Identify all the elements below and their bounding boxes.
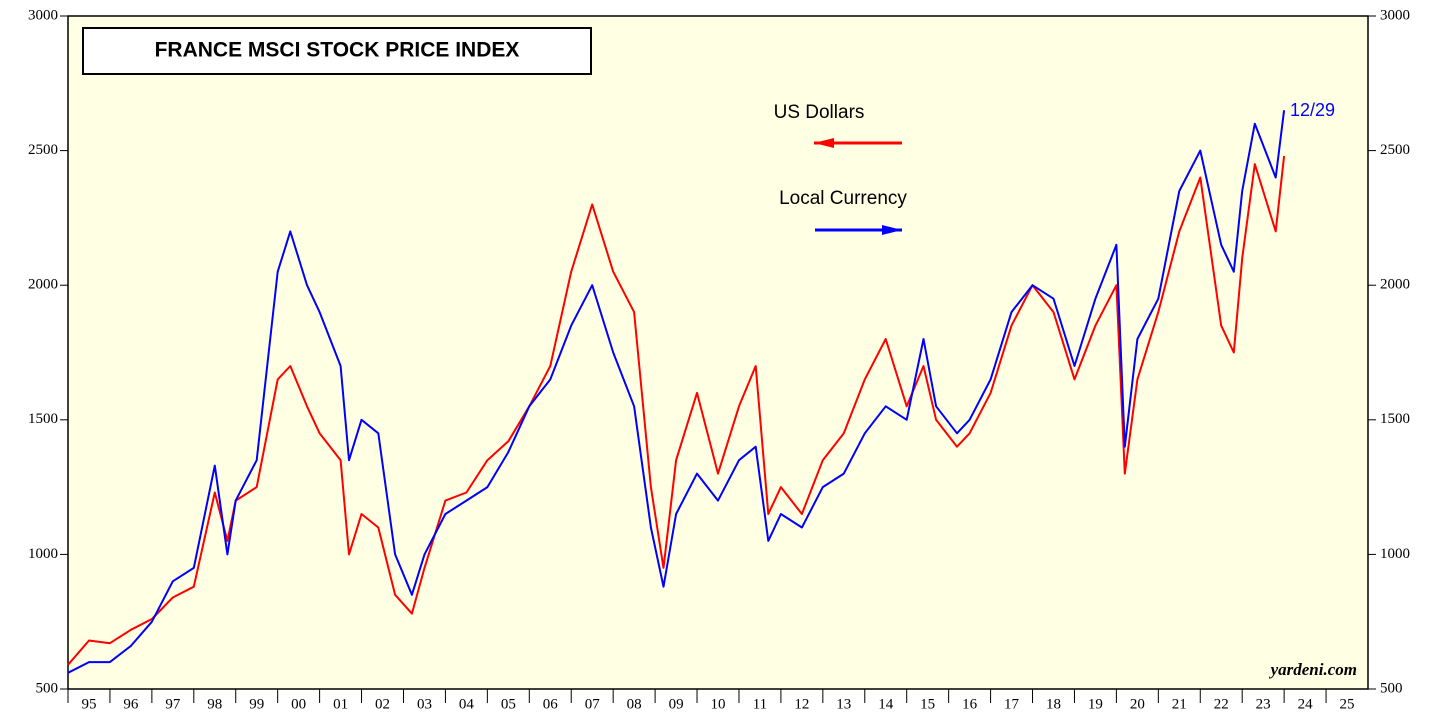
x-tick-label: 11 xyxy=(753,696,767,712)
y-tick-label: 1000 xyxy=(28,546,58,562)
x-tick-label: 09 xyxy=(669,696,684,712)
y2-tick-label: 3000 xyxy=(1380,7,1410,23)
x-tick-label: 14 xyxy=(878,696,894,712)
y-tick-label: 500 xyxy=(36,680,59,696)
y2-tick-label: 2000 xyxy=(1380,277,1410,293)
x-tick-label: 16 xyxy=(962,696,978,712)
x-tick-label: 05 xyxy=(501,696,516,712)
x-tick-label: 15 xyxy=(920,696,935,712)
x-tick-label: 03 xyxy=(417,696,432,712)
series-line xyxy=(67,155,1286,666)
x-tick-label: 12 xyxy=(794,696,809,712)
x-tick-label: 96 xyxy=(123,696,139,712)
x-tick-label: 08 xyxy=(627,696,642,712)
x-tick-label: 18 xyxy=(1046,696,1061,712)
x-tick-label: 10 xyxy=(711,696,726,712)
x-tick-label: 06 xyxy=(543,696,559,712)
x-tick-label: 17 xyxy=(1004,696,1020,712)
x-tick-label: 25 xyxy=(1340,696,1355,712)
source-label: yardeni.com xyxy=(1269,660,1357,679)
y2-tick-label: 1000 xyxy=(1380,546,1410,562)
x-tick-label: 23 xyxy=(1256,696,1271,712)
y-tick-label: 2500 xyxy=(28,142,58,158)
chart-title: FRANCE MSCI STOCK PRICE INDEX xyxy=(155,39,520,62)
x-tick-label: 00 xyxy=(291,696,306,712)
legend-arrowhead xyxy=(814,138,834,148)
x-tick-label: 20 xyxy=(1130,696,1145,712)
x-tick-label: 19 xyxy=(1088,696,1103,712)
y-tick-label: 1500 xyxy=(28,411,58,427)
legend-arrowhead xyxy=(882,225,902,235)
series-line xyxy=(67,110,1286,674)
x-tick-label: 99 xyxy=(249,696,264,712)
x-tick-label: 07 xyxy=(585,696,601,712)
y2-tick-label: 500 xyxy=(1380,680,1403,696)
x-tick-label: 01 xyxy=(333,696,348,712)
legend-label: Local Currency xyxy=(779,188,907,209)
end-date-label: 12/29 xyxy=(1290,100,1335,120)
x-tick-label: 22 xyxy=(1214,696,1229,712)
legend-label: US Dollars xyxy=(774,102,865,123)
y-tick-label: 2000 xyxy=(28,277,58,293)
x-tick-label: 24 xyxy=(1298,696,1314,712)
y2-tick-label: 1500 xyxy=(1380,411,1410,427)
x-tick-label: 13 xyxy=(836,696,851,712)
x-tick-label: 97 xyxy=(165,696,181,712)
y2-tick-label: 2500 xyxy=(1380,142,1410,158)
x-tick-label: 04 xyxy=(459,696,475,712)
x-tick-label: 21 xyxy=(1172,696,1187,712)
x-tick-label: 02 xyxy=(375,696,390,712)
x-tick-label: 95 xyxy=(81,696,96,712)
plot-area xyxy=(67,15,1369,690)
y-tick-label: 3000 xyxy=(28,7,58,23)
title-box xyxy=(82,27,592,75)
x-tick-label: 98 xyxy=(207,696,222,712)
